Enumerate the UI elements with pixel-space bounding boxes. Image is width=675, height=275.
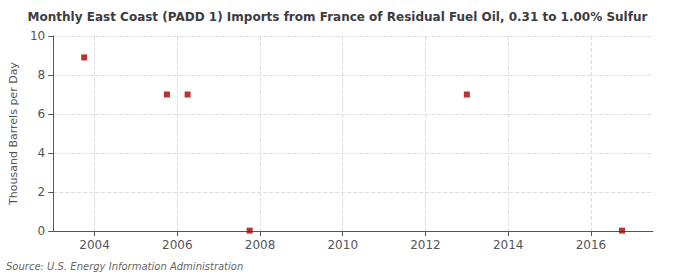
svg-text:10: 10 [30,29,45,43]
svg-text:2016: 2016 [576,238,607,252]
svg-text:4: 4 [38,146,46,160]
svg-text:6: 6 [38,107,46,121]
svg-text:Monthly East Coast (PADD 1) Im: Monthly East Coast (PADD 1) Imports from… [28,10,648,24]
svg-text:2006: 2006 [162,238,193,252]
svg-text:8: 8 [38,68,46,82]
svg-text:2012: 2012 [410,238,441,252]
svg-text:2008: 2008 [245,238,276,252]
svg-text:2: 2 [38,185,46,199]
svg-text:2014: 2014 [493,238,524,252]
svg-text:Thousand Barrels per Day: Thousand Barrels per Day [7,62,20,206]
svg-text:2010: 2010 [327,238,358,252]
svg-text:2004: 2004 [79,238,110,252]
svg-text:Source: U.S. Energy Informatio: Source: U.S. Energy Information Administ… [6,261,243,272]
svg-text:0: 0 [38,224,46,238]
